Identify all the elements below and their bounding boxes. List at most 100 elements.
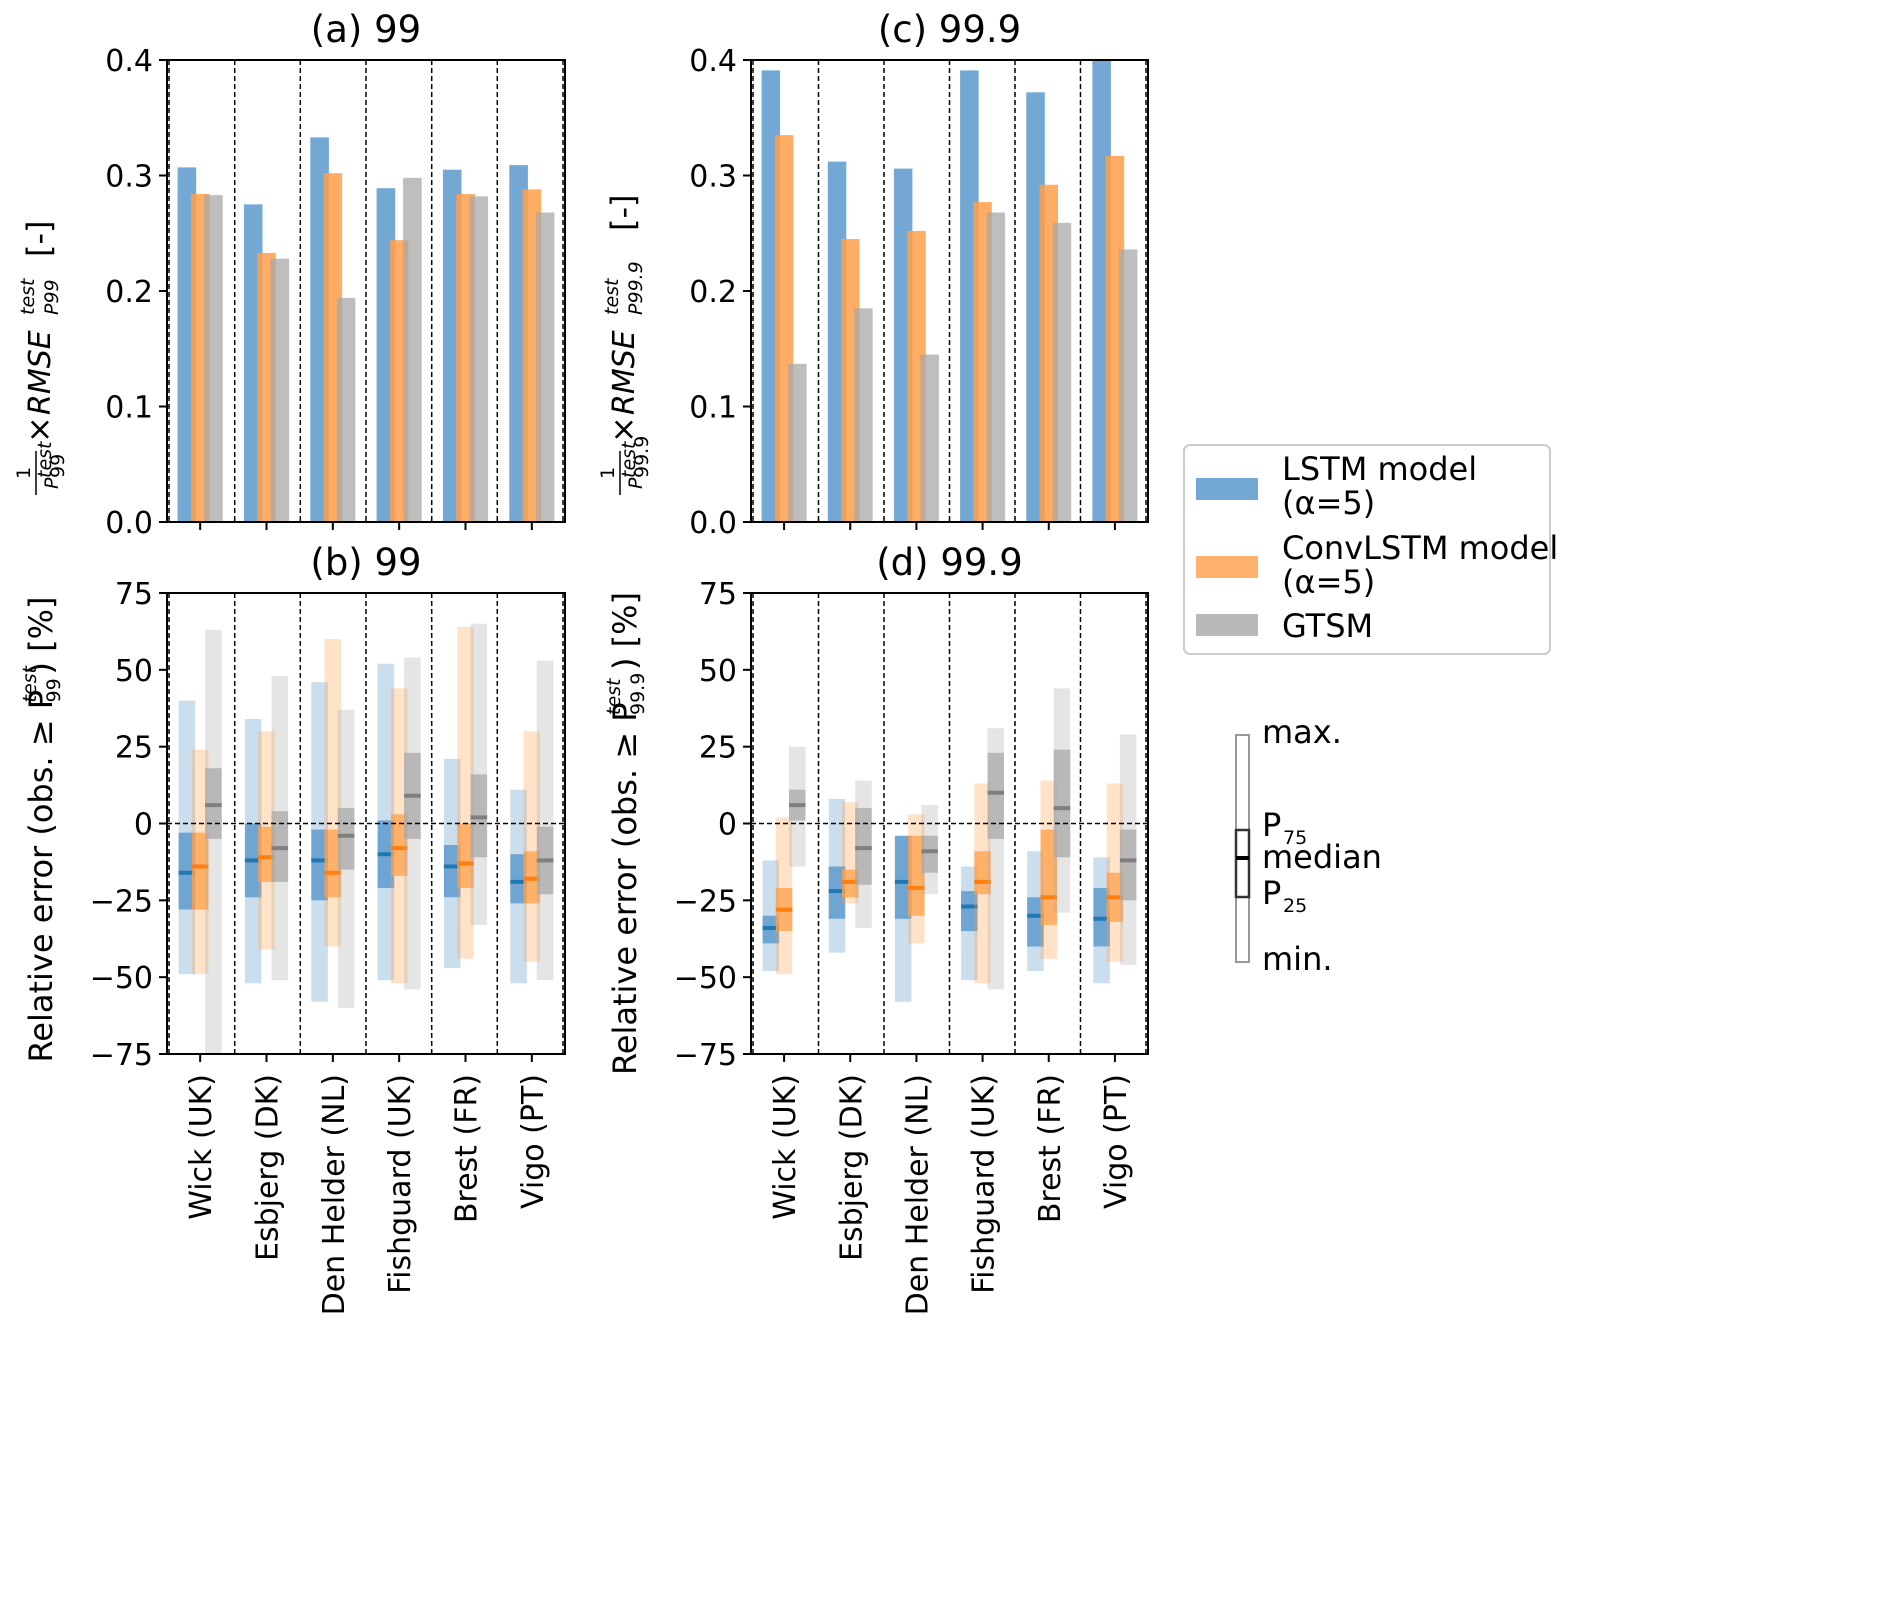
bar-a-gtsm-5 [535,212,555,522]
xtick-label-b-0: Wick (UK) [184,1074,219,1220]
iqr-d-gtsm-5 [1119,829,1137,901]
ytick-label-c-0: 0.0 [689,506,737,541]
ytick-label-b-6: 75 [115,577,153,612]
iqr-b-conv-4 [457,823,474,888]
svg-text:P: P [41,477,63,489]
panel-b: −75 −50 −25 0 25 50 75 Wick (UK) Esbjerg (DK) Den… [90,541,566,1315]
svg-text:1: 1 [597,467,619,479]
iqr-b-lstm-5 [510,854,527,904]
box-key-p25-sub: 25 [1283,895,1307,917]
svg-text:RMSE: RMSE [607,330,642,415]
svg-text:99.9: 99.9 [627,673,649,715]
ytick-label-a-2: 0.2 [105,275,153,310]
xtick-label-d-0: Wick (UK) [768,1074,803,1220]
iqr-b-lstm-4 [443,845,461,898]
panel-a: 0.0 0.1 0.2 0.3 0.4 (a) 99 [105,8,566,541]
svg-text:P99: P99 [41,279,63,315]
ytick-label-d-6: 75 [699,577,737,612]
box-key-p75-sub: 75 [1283,827,1307,849]
ytick-label-c-4: 0.4 [689,44,737,79]
legend-label-conv: ConvLSTM model [1282,529,1558,567]
legend-label-gtsm: GTSM [1282,607,1373,645]
xtick-label-b-2: Den Helder (NL) [317,1074,352,1315]
ytick-label-d-4: 25 [699,731,737,766]
ytick-label-d-3: 0 [718,808,737,843]
ytick-label-b-5: 50 [115,654,153,689]
svg-text:test: test [17,277,39,315]
ytick-label-b-4: 25 [115,731,153,766]
ytick-label-d-2: −25 [674,884,737,919]
svg-text:Relative error (obs. ≥ P: Relative error (obs. ≥ P [22,690,60,1063]
panel-d: −75 −50 −25 0 25 50 75 Wick (UK) Esbjerg (DK) Den… [674,541,1149,1315]
svg-text:[-]: [-] [604,194,642,231]
svg-text:99.9: 99.9 [631,436,653,478]
ytick-label-a-1: 0.1 [105,391,153,426]
ytick-label-c-2: 0.2 [689,275,737,310]
ytick-label-b-3: 0 [134,808,153,843]
xtick-label-d-5: Vigo (PT) [1099,1074,1134,1209]
ytick-label-b-2: −25 [90,884,153,919]
svg-text:RMSE: RMSE [23,330,58,415]
legend-label-lstm: LSTM model [1282,450,1477,488]
xtick-label-b-3: Fishguard (UK) [383,1074,418,1294]
svg-text:Relative error (obs. ≥ P: Relative error (obs. ≥ P [606,702,644,1075]
panel-title-c: (c) 99.9 [878,8,1021,51]
iqr-d-conv-4 [1040,829,1057,925]
box-key-min-label: min. [1262,940,1333,978]
ytick-label-b-1: −50 [90,961,153,996]
svg-text:test: test [19,664,41,702]
bar-a-gtsm-3 [403,177,422,523]
svg-text:P: P [625,477,647,489]
bar-a-gtsm-1 [270,258,290,522]
iqr-d-gtsm-4 [1053,749,1071,858]
iqr-d-lstm-2 [894,835,912,919]
svg-text:×: × [604,416,642,443]
bar-a-gtsm-4 [469,196,489,523]
svg-text:test: test [601,277,623,315]
svg-text:) [%]: ) [%] [606,592,644,670]
iqr-b-lstm-2 [311,829,328,901]
ytick-label-a-4: 0.4 [105,44,153,79]
iqr-b-conv-1 [258,826,275,882]
xtick-label-b-1: Esbjerg (DK) [251,1074,286,1261]
legend-swatch-lstm [1196,478,1258,500]
iqr-b-gtsm-2 [337,808,355,870]
iqr-d-lstm-4 [1027,897,1044,947]
iqr-d-gtsm-3 [987,752,1004,839]
bar-c-gtsm-4 [1052,222,1072,522]
svg-text:test: test [34,440,56,478]
xtick-label-d-4: Brest (FR) [1033,1074,1068,1223]
xtick-label-b-5: Vigo (PT) [516,1074,551,1209]
whisker-b-gtsm-5 [536,660,554,981]
legend-swatch-gtsm [1196,614,1258,636]
svg-text:1: 1 [13,467,35,479]
whisker-b-gtsm-0 [205,629,222,1054]
legend-frame [1183,444,1551,655]
bar-c-gtsm-0 [788,363,807,522]
svg-text:P99.9: P99.9 [625,261,647,315]
bar-c-gtsm-2 [920,354,939,522]
xtick-label-d-1: Esbjerg (DK) [834,1074,869,1261]
legend-label2-conv: (α=5) [1282,563,1375,601]
xtick-label-b-4: Brest (FR) [450,1074,485,1223]
iqr-d-conv-2 [908,835,925,916]
svg-text:99: 99 [43,678,65,702]
iqr-b-conv-3 [390,814,408,876]
ytick-label-d-0: −75 [674,1038,737,1073]
svg-text:) [%]: ) [%] [22,596,60,674]
ytick-label-a-3: 0.3 [105,160,153,195]
xtick-label-d-2: Den Helder (NL) [900,1074,935,1315]
box-key-iqr [1234,828,1251,899]
panel-title-a: (a) 99 [311,8,421,51]
bar-a-gtsm-2 [336,297,356,522]
ytick-label-d-5: 50 [699,654,737,689]
bar-c-gtsm-3 [986,212,1006,522]
whisker-b-conv-5 [523,731,541,962]
svg-text:test: test [618,440,640,478]
svg-text:×: × [20,416,58,443]
